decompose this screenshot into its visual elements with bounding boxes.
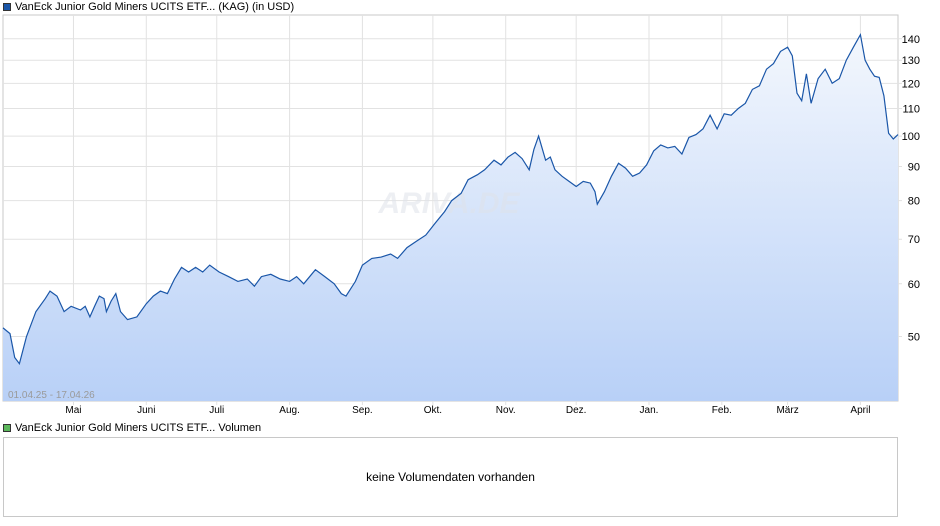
price-chart: ARIVA.DE 50 60 70 80 90 100 110 120 130 140 Mai Ju… [2,14,920,416]
y-tick-label: 70 [908,234,920,246]
y-tick-label: 90 [908,162,920,174]
watermark: ARIVA.DE [377,187,520,220]
y-tick-label: 80 [908,196,920,208]
y-tick-label: 60 [908,279,920,291]
x-tick-label: Mai [65,405,81,416]
x-tick-label: Juli [209,405,224,416]
x-tick-label: Nov. [496,405,516,416]
y-tick-label: 130 [902,55,920,67]
x-tick-label: März [776,405,798,416]
volume-panel: keine Volumendaten vorhanden [3,437,898,517]
price-legend-label: VanEck Junior Gold Miners UCITS ETF... (… [15,1,295,13]
x-tick-label: Juni [137,405,155,416]
x-tick-label: Feb. [712,405,732,416]
x-tick-label: Sep. [352,405,373,416]
volume-legend: VanEck Junior Gold Miners UCITS ETF... V… [3,421,261,435]
y-tick-label: 100 [902,131,920,143]
x-tick-label: Dez. [566,405,587,416]
price-legend-swatch [3,3,11,11]
volume-empty-message: keine Volumendaten vorhanden [366,470,535,484]
y-tick-label: 140 [902,34,920,46]
price-area-fill [3,34,898,401]
volume-legend-swatch [3,424,11,432]
x-tick-label: April [850,405,870,416]
date-range-label: 01.04.25 - 17.04.26 [8,390,95,401]
x-tick-label: Jan. [640,405,659,416]
y-tick-label: 50 [908,331,920,343]
volume-legend-label: VanEck Junior Gold Miners UCITS ETF... V… [15,422,262,434]
price-series-line [2,32,899,366]
x-tick-label: Okt. [424,405,442,416]
x-tick-label: Aug. [279,405,300,416]
y-tick-label: 120 [902,78,920,90]
y-tick-label: 110 [902,104,920,116]
price-legend: VanEck Junior Gold Miners UCITS ETF... (… [3,0,294,14]
